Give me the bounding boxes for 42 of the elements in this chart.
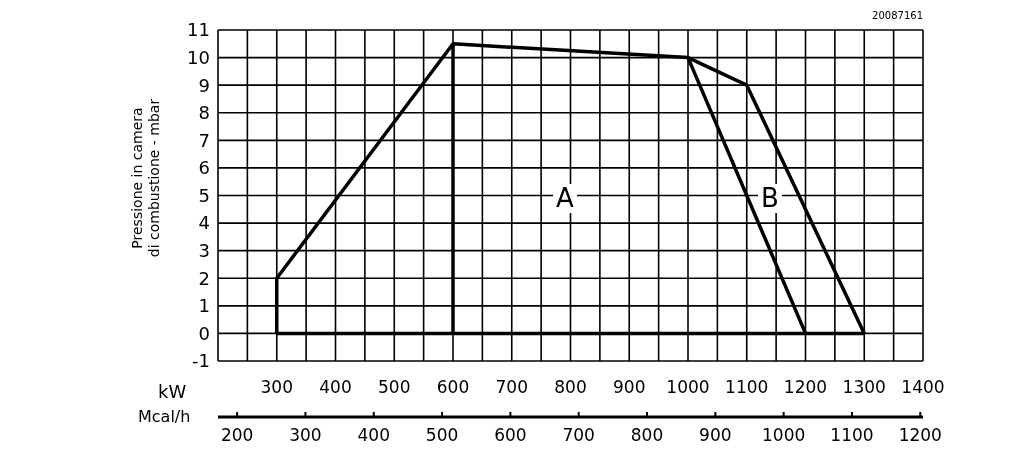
y-tick-label: 3: [198, 240, 210, 262]
x2-tick-label: 600: [494, 425, 527, 445]
y-tick-label: -1: [192, 350, 210, 372]
x2-tick-label: 1000: [762, 425, 806, 445]
y-tick-label: 11: [187, 19, 210, 41]
y-axis-title: Pressione in camera di combustione - mbar: [129, 98, 162, 258]
x-tick-label: 700: [495, 377, 528, 398]
x2-tick-label: 300: [289, 425, 322, 445]
y-tick-label: 8: [198, 102, 210, 124]
y-tick-label: 6: [198, 157, 210, 179]
x2-axis-title: Mcal/h: [138, 407, 191, 426]
x-tick-label: 400: [319, 377, 352, 398]
annotation: B: [758, 183, 782, 213]
text: 20087161: [872, 10, 923, 21]
x-tick-label: 1000: [666, 377, 710, 398]
x-axis-title: kW: [158, 381, 187, 402]
y-tick-label: 10: [187, 46, 210, 68]
x-tick-label: 600: [436, 377, 470, 398]
x-tick-label: 1100: [725, 377, 769, 398]
y-tick-label: 7: [198, 129, 210, 151]
x-tick-label: 500: [378, 377, 411, 398]
y-tick-label: 2: [198, 267, 210, 289]
y-tick-label: 5: [198, 184, 210, 206]
y-tick-label: 4: [198, 212, 210, 234]
x2-tick-label: 500: [425, 425, 459, 445]
y-tick-label: 0: [198, 322, 210, 344]
x-tick-label: 1300: [842, 377, 886, 398]
annotation: A: [553, 183, 577, 213]
x2-tick-label: 800: [630, 425, 664, 445]
y-tick-label: 1: [198, 295, 210, 317]
x-tick-label: 800: [554, 377, 587, 398]
y-tick-label: 9: [198, 74, 210, 96]
x2-tick-label: 400: [357, 425, 390, 445]
x-tick-label: 300: [260, 377, 293, 398]
x2-tick-label: 900: [699, 425, 732, 445]
x-tick-label: 900: [613, 377, 646, 398]
x2-tick-label: 1200: [898, 425, 942, 445]
x-tick-label: 1400: [901, 377, 945, 398]
x-tick-label: 1200: [783, 377, 828, 398]
x2-tick-label: 700: [562, 425, 595, 445]
x2-tick-label: 200: [220, 425, 254, 445]
x2-tick-label: 1100: [830, 425, 874, 445]
